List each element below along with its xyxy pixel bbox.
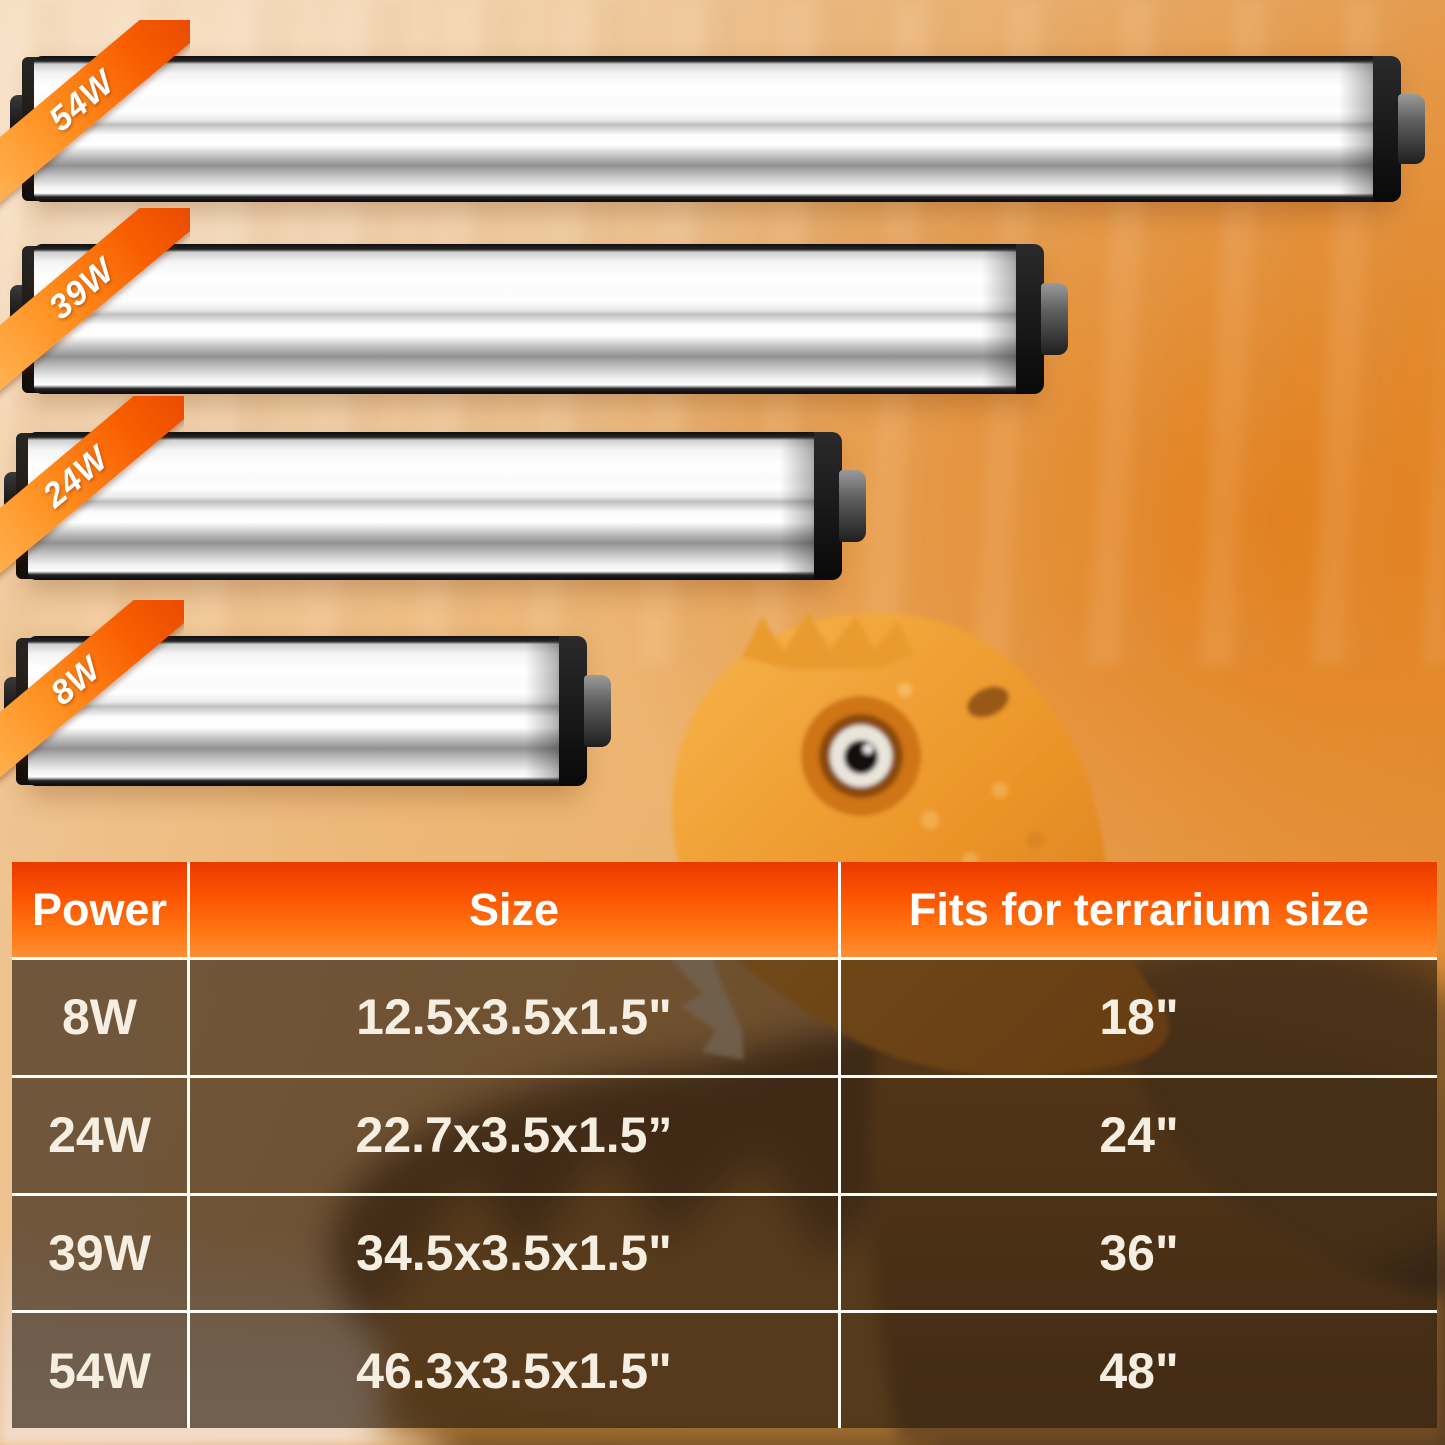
power-value: 24W — [12, 1077, 187, 1193]
fits-value: 36" — [838, 1195, 1437, 1311]
right-end-cap — [1373, 56, 1401, 202]
fixture-tube-and-reflector — [34, 244, 1038, 394]
light-fixture-24w: 24W — [0, 396, 866, 587]
table-header-row: Power Size Fits for terrarium size — [12, 862, 1437, 957]
table-row: 54W 46.3x3.5x1.5" 48" — [12, 1310, 1437, 1428]
spec-table: Power Size Fits for terrarium size 8W 12… — [12, 862, 1437, 1428]
header-fits: Fits for terrarium size — [838, 862, 1437, 957]
fixture-tube-and-reflector — [28, 636, 581, 786]
fixture-tube-and-reflector — [28, 432, 836, 580]
size-value: 46.3x3.5x1.5" — [187, 1313, 838, 1428]
right-end-cap — [559, 636, 587, 786]
right-connector-knob — [1041, 283, 1068, 355]
fits-value: 48" — [838, 1313, 1437, 1428]
table-row: 39W 34.5x3.5x1.5" 36" — [12, 1192, 1437, 1311]
power-value: 54W — [12, 1313, 187, 1428]
right-end-cap — [814, 432, 842, 580]
table-row: 8W 12.5x3.5x1.5" 18" — [12, 957, 1437, 1075]
header-size: Size — [187, 862, 838, 957]
size-value: 12.5x3.5x1.5" — [187, 960, 838, 1075]
right-end-cap — [1016, 244, 1044, 394]
fits-value: 24" — [838, 1077, 1437, 1193]
size-value: 22.7x3.5x1.5” — [187, 1077, 838, 1193]
header-power: Power — [12, 862, 187, 957]
fits-value: 18" — [838, 960, 1437, 1075]
power-value: 8W — [12, 960, 187, 1075]
right-connector-knob — [584, 675, 611, 747]
power-value: 39W — [12, 1195, 187, 1311]
fixture-tube-and-reflector — [34, 56, 1395, 202]
light-fixture-8w: 8W — [0, 600, 611, 791]
right-connector-knob — [1398, 93, 1425, 165]
right-connector-knob — [839, 470, 866, 542]
light-fixture-54w: 54W — [0, 20, 1425, 211]
table-row: 24W 22.7x3.5x1.5” 24" — [12, 1074, 1437, 1193]
size-value: 34.5x3.5x1.5" — [187, 1195, 838, 1311]
light-fixture-39w: 39W — [0, 208, 1068, 399]
